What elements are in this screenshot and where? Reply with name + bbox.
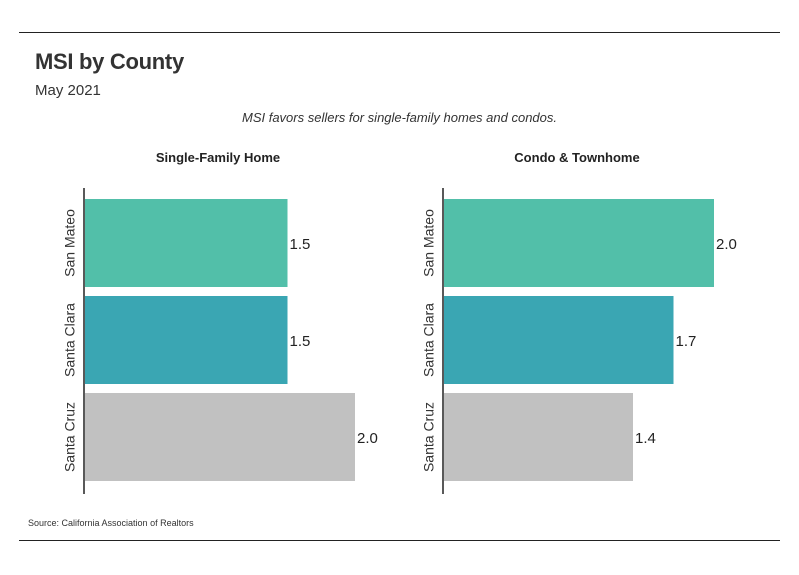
chart-1-value-santa-cruz: 2.0 [357, 430, 378, 447]
chart-1-value-san-mateo: 1.5 [290, 236, 311, 253]
chart-2-value-santa-cruz: 1.4 [635, 430, 656, 447]
chart-2-bar-san-mateo [444, 199, 714, 287]
chart-subtitle: May 2021 [35, 82, 101, 99]
source-note: Source: California Association of Realto… [28, 518, 194, 528]
chart-1-category-san-mateo: San Mateo [62, 209, 78, 277]
bottom-rule [19, 540, 780, 541]
chart-title: MSI by County [35, 49, 184, 74]
chart-1-category-santa-clara: Santa Clara [62, 303, 78, 377]
chart-2-value-san-mateo: 2.0 [716, 236, 737, 253]
chart-1-category-santa-cruz: Santa Cruz [62, 402, 78, 472]
chart-2-title: Condo & Townhome [514, 150, 639, 165]
chart-1-bar-santa-cruz [85, 393, 355, 481]
chart-2-bar-santa-clara [444, 296, 674, 384]
chart-2-category-santa-clara: Santa Clara [421, 303, 437, 377]
chart-1-value-santa-clara: 1.5 [290, 333, 311, 350]
chart-note: MSI favors sellers for single-family hom… [241, 110, 557, 125]
chart-1-bar-san-mateo [85, 199, 288, 287]
top-rule [19, 32, 780, 33]
chart-2-category-san-mateo: San Mateo [421, 209, 437, 277]
chart-2-bar-santa-cruz [444, 393, 633, 481]
chart-2-value-santa-clara: 1.7 [676, 333, 697, 350]
chart-1-bar-santa-clara [85, 296, 288, 384]
chart-1-title: Single-Family Home [156, 150, 280, 165]
chart-2-category-santa-cruz: Santa Cruz [421, 402, 437, 472]
